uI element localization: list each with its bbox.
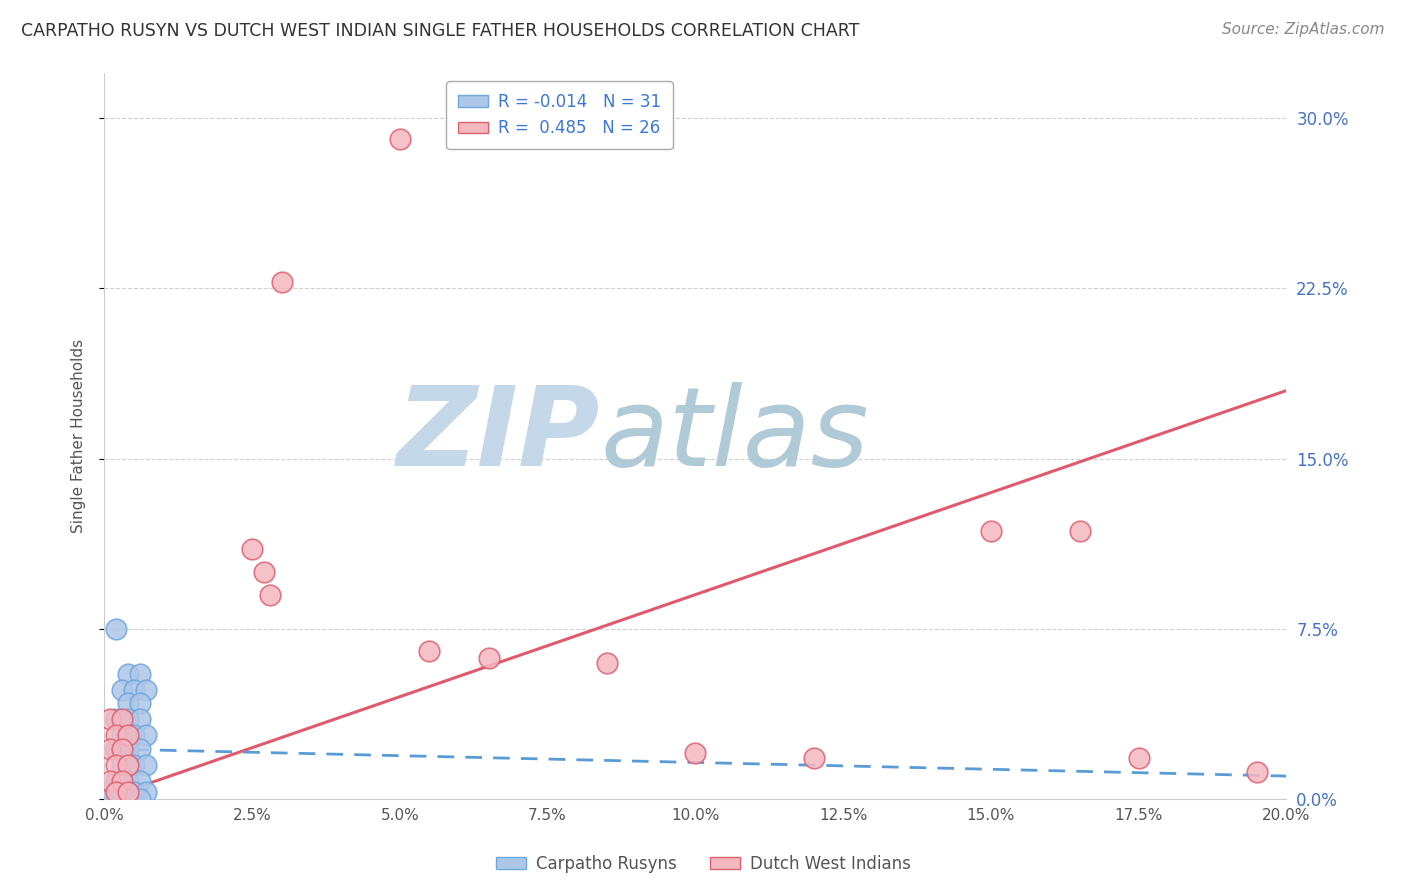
Point — [1069, 524, 1091, 538]
Point — [105, 622, 128, 636]
Point — [135, 757, 157, 772]
Point — [240, 542, 263, 557]
Point — [253, 565, 276, 579]
Point — [418, 644, 440, 658]
Point — [117, 773, 139, 788]
Point — [98, 712, 121, 726]
Point — [685, 747, 707, 761]
Point — [111, 682, 134, 697]
Point — [122, 728, 145, 742]
Point — [111, 773, 134, 788]
Point — [128, 667, 150, 681]
Point — [596, 656, 619, 670]
Point — [128, 791, 150, 805]
Point — [135, 682, 157, 697]
Point — [980, 524, 1002, 538]
Point — [105, 785, 128, 799]
Point — [117, 728, 139, 742]
Point — [388, 132, 411, 146]
Point — [270, 275, 292, 289]
Text: ZIP: ZIP — [398, 383, 600, 490]
Point — [1128, 751, 1150, 765]
Point — [98, 773, 121, 788]
Point — [259, 588, 281, 602]
Legend: R = -0.014   N = 31, R =  0.485   N = 26: R = -0.014 N = 31, R = 0.485 N = 26 — [446, 81, 672, 149]
Point — [117, 785, 139, 799]
Point — [111, 785, 134, 799]
Text: atlas: atlas — [600, 383, 869, 490]
Point — [122, 682, 145, 697]
Point — [111, 712, 134, 726]
Point — [135, 728, 157, 742]
Point — [117, 667, 139, 681]
Point — [117, 757, 139, 772]
Point — [98, 791, 121, 805]
Point — [111, 757, 134, 772]
Point — [105, 791, 128, 805]
Point — [117, 791, 139, 805]
Legend: Carpatho Rusyns, Dutch West Indians: Carpatho Rusyns, Dutch West Indians — [489, 848, 917, 880]
Point — [128, 773, 150, 788]
Text: Source: ZipAtlas.com: Source: ZipAtlas.com — [1222, 22, 1385, 37]
Point — [122, 785, 145, 799]
Text: CARPATHO RUSYN VS DUTCH WEST INDIAN SINGLE FATHER HOUSEHOLDS CORRELATION CHART: CARPATHO RUSYN VS DUTCH WEST INDIAN SING… — [21, 22, 859, 40]
Y-axis label: Single Father Households: Single Father Households — [72, 339, 86, 533]
Point — [105, 773, 128, 788]
Point — [98, 785, 121, 799]
Point — [105, 742, 128, 756]
Point — [128, 697, 150, 711]
Point — [135, 785, 157, 799]
Point — [111, 742, 134, 756]
Point — [128, 742, 150, 756]
Point — [117, 697, 139, 711]
Point — [122, 757, 145, 772]
Point — [117, 742, 139, 756]
Point — [117, 712, 139, 726]
Point — [105, 757, 128, 772]
Point — [105, 712, 128, 726]
Point — [477, 651, 499, 665]
Point — [111, 728, 134, 742]
Point — [98, 742, 121, 756]
Point — [1246, 764, 1268, 779]
Point — [128, 712, 150, 726]
Point — [803, 751, 825, 765]
Point — [105, 728, 128, 742]
